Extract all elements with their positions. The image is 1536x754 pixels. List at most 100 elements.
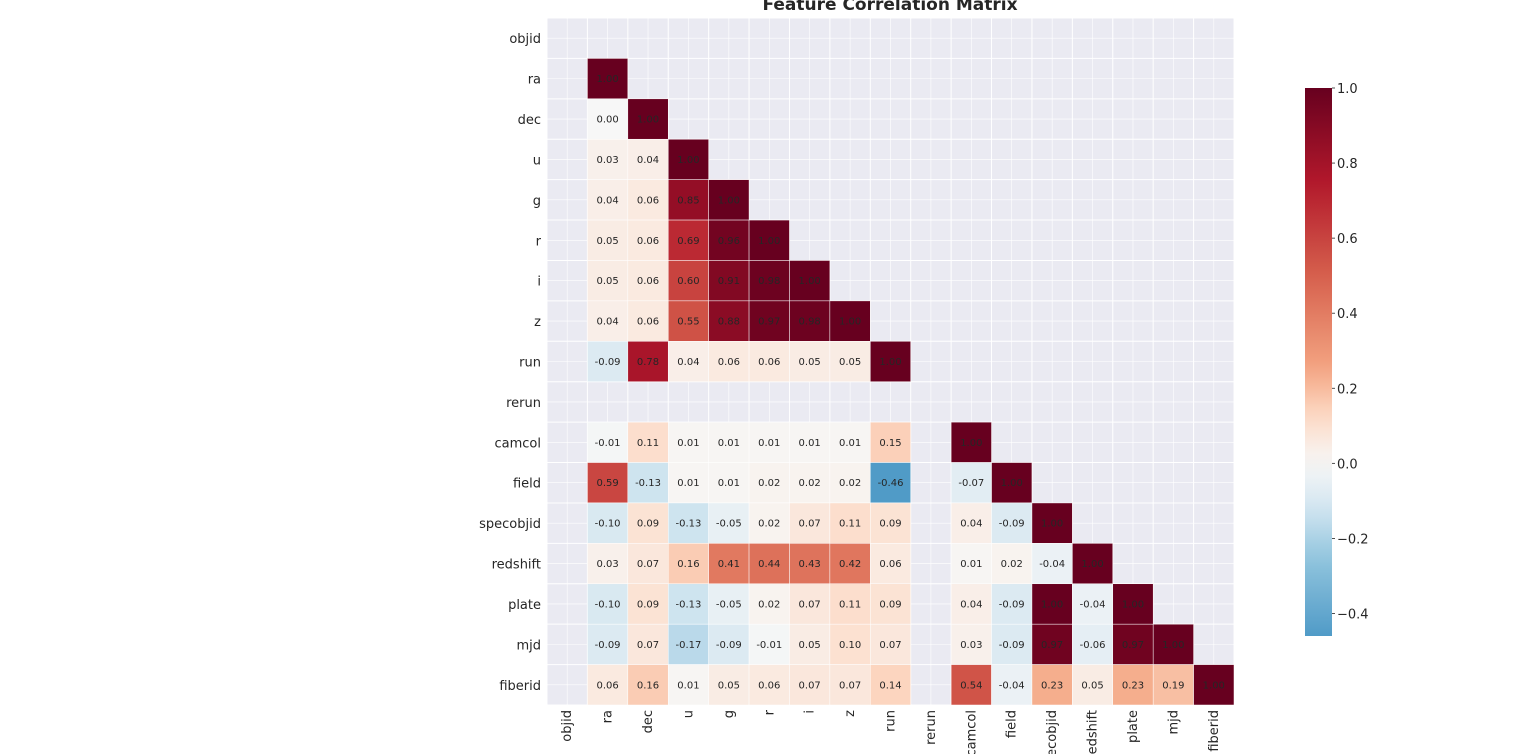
cell-label-fiberid-fiberid: 1.00 xyxy=(1203,680,1225,691)
cell-label-camcol-z: 0.01 xyxy=(839,438,861,449)
heatmap-cell-dec-dec xyxy=(627,98,669,140)
cell-label-run-ra: -0.09 xyxy=(595,357,621,368)
cell-label-redshift-dec: 0.07 xyxy=(637,559,659,570)
cell-label-u-ra: 0.03 xyxy=(596,155,618,166)
x-tick-dec: dec xyxy=(641,710,656,733)
cell-label-redshift-z: 0.42 xyxy=(839,559,861,570)
cell-label-i-r: 0.98 xyxy=(758,276,780,287)
heatmap-cell-camcol-run xyxy=(870,421,911,463)
heatmap-cell-u-u xyxy=(667,138,709,180)
heatmap-cell-z-g xyxy=(708,300,750,342)
x-tick-r: r xyxy=(762,709,777,715)
colorbar-tick-label: 0.0 xyxy=(1337,457,1358,472)
cell-label-z-ra: 0.04 xyxy=(596,317,618,328)
heatmap-cell-run-i xyxy=(789,341,831,382)
cell-label-redshift-r: 0.44 xyxy=(758,559,780,570)
heatmap-cell-field-camcol xyxy=(950,462,992,504)
y-tick-fiberid: fiberid xyxy=(499,679,541,694)
heatmap-cell-fiberid-ra xyxy=(587,664,629,706)
cell-label-redshift-g: 0.41 xyxy=(718,559,740,570)
heatmap-cell-mjd-run xyxy=(870,623,911,665)
heatmap-cell-mjd-camcol xyxy=(950,623,992,665)
heatmap-cell-i-g xyxy=(708,260,750,302)
heatmap-cell-fiberid-run xyxy=(870,664,911,706)
heatmap-cell-z-dec xyxy=(627,300,669,342)
colorbar-tick-label: 0.6 xyxy=(1337,232,1358,247)
heatmap-cell-fiberid-r xyxy=(748,664,790,706)
heatmap-cell-run-run xyxy=(870,341,911,382)
y-tick-camcol: camcol xyxy=(495,436,542,451)
cell-label-redshift-camcol: 0.01 xyxy=(960,559,982,570)
cell-label-specobjid-field: -0.09 xyxy=(999,519,1025,530)
cell-label-field-run: -0.46 xyxy=(878,478,904,489)
cell-label-camcol-run: 0.15 xyxy=(879,438,901,449)
cell-label-specobjid-r: 0.02 xyxy=(758,519,780,530)
heatmap-cell-mjd-redshift xyxy=(1072,623,1114,665)
heatmap-cell-redshift-z xyxy=(829,543,871,585)
cell-label-plate-plate: 1.00 xyxy=(1122,599,1144,610)
cell-label-redshift-field: 0.02 xyxy=(1001,559,1023,570)
heatmap-cell-fiberid-camcol xyxy=(950,664,992,706)
heatmap-cell-plate-g xyxy=(708,583,750,625)
heatmap-cell-u-ra xyxy=(587,138,629,180)
cell-label-z-g: 0.88 xyxy=(718,317,740,328)
cell-label-u-dec: 0.04 xyxy=(637,155,659,166)
cell-label-z-dec: 0.06 xyxy=(637,317,659,328)
heatmap-cell-specobjid-specobjid xyxy=(1031,502,1073,544)
cell-label-specobjid-ra: -0.10 xyxy=(595,519,621,530)
cell-label-run-dec: 0.78 xyxy=(637,357,659,368)
cell-label-mjd-r: -0.01 xyxy=(756,640,782,651)
heatmap-cell-plate-field xyxy=(991,583,1033,625)
x-tick-objid: objid xyxy=(560,710,575,742)
cell-label-mjd-redshift: -0.06 xyxy=(1080,640,1106,651)
heatmap-cell-camcol-z xyxy=(829,421,871,463)
cell-label-dec-dec: 1.00 xyxy=(637,115,659,126)
heatmap-cell-mjd-mjd xyxy=(1152,623,1194,665)
cell-label-specobjid-dec: 0.09 xyxy=(637,519,659,530)
heatmap-cell-camcol-i xyxy=(789,421,831,463)
heatmap-cell-plate-dec xyxy=(627,583,669,625)
cell-label-camcol-i: 0.01 xyxy=(799,438,821,449)
cell-label-z-r: 0.97 xyxy=(758,317,780,328)
cell-label-fiberid-redshift: 0.05 xyxy=(1081,680,1103,691)
cell-label-plate-field: -0.09 xyxy=(999,599,1025,610)
y-tick-field: field xyxy=(513,477,541,492)
cell-label-g-dec: 0.06 xyxy=(637,195,659,206)
x-tick-plate: plate xyxy=(1126,710,1141,743)
heatmap-cell-mjd-plate xyxy=(1112,623,1154,665)
y-tick-mjd: mjd xyxy=(516,638,541,653)
cell-label-u-u: 1.00 xyxy=(677,155,699,166)
heatmap-cell-redshift-u xyxy=(667,543,709,585)
heatmap-cell-run-ra xyxy=(587,341,629,382)
cell-label-field-g: 0.01 xyxy=(718,478,740,489)
heatmap-cell-camcol-u xyxy=(667,421,709,463)
colorbar-tick-label: 0.8 xyxy=(1337,157,1358,172)
x-tick-ecobjid: ecobjid xyxy=(1045,710,1060,754)
cell-label-plate-z: 0.11 xyxy=(839,599,861,610)
heatmap-cell-plate-camcol xyxy=(950,583,992,625)
cell-label-fiberid-g: 0.05 xyxy=(718,680,740,691)
cell-label-specobjid-z: 0.11 xyxy=(839,519,861,530)
x-tick-run: run xyxy=(884,710,899,732)
cell-label-run-run: 1.00 xyxy=(879,357,901,368)
cell-label-fiberid-camcol: 0.54 xyxy=(960,680,982,691)
heatmap-cell-plate-r xyxy=(748,583,790,625)
heatmap-cell-mjd-g xyxy=(708,623,750,665)
heatmap-cell-labels: 1.00 0.00 1.00 0.03 0.04 1.00 0.04 0.06 0.85 1.00… xyxy=(595,74,1225,691)
cell-label-camcol-u: 0.01 xyxy=(677,438,699,449)
y-tick-z: z xyxy=(534,315,541,330)
heatmap-cell-i-r xyxy=(748,260,790,302)
x-tick-ra: ra xyxy=(601,710,616,723)
heatmap-cell-plate-run xyxy=(870,583,911,625)
cell-label-i-ra: 0.05 xyxy=(596,276,618,287)
heatmap-cell-specobjid-i xyxy=(789,502,831,544)
heatmap-cell-mjd-specobjid xyxy=(1031,623,1073,665)
cell-label-fiberid-ra: 0.06 xyxy=(596,680,618,691)
cell-label-ra-ra: 1.00 xyxy=(596,74,618,85)
cell-label-redshift-i: 0.43 xyxy=(799,559,821,570)
colorbar-tick-label: 1.0 xyxy=(1337,82,1358,97)
cell-label-mjd-ra: -0.09 xyxy=(595,640,621,651)
cell-label-redshift-run: 0.06 xyxy=(879,559,901,570)
heatmap-cell-mjd-r xyxy=(748,623,790,665)
heatmap-cell-mjd-dec xyxy=(627,623,669,665)
